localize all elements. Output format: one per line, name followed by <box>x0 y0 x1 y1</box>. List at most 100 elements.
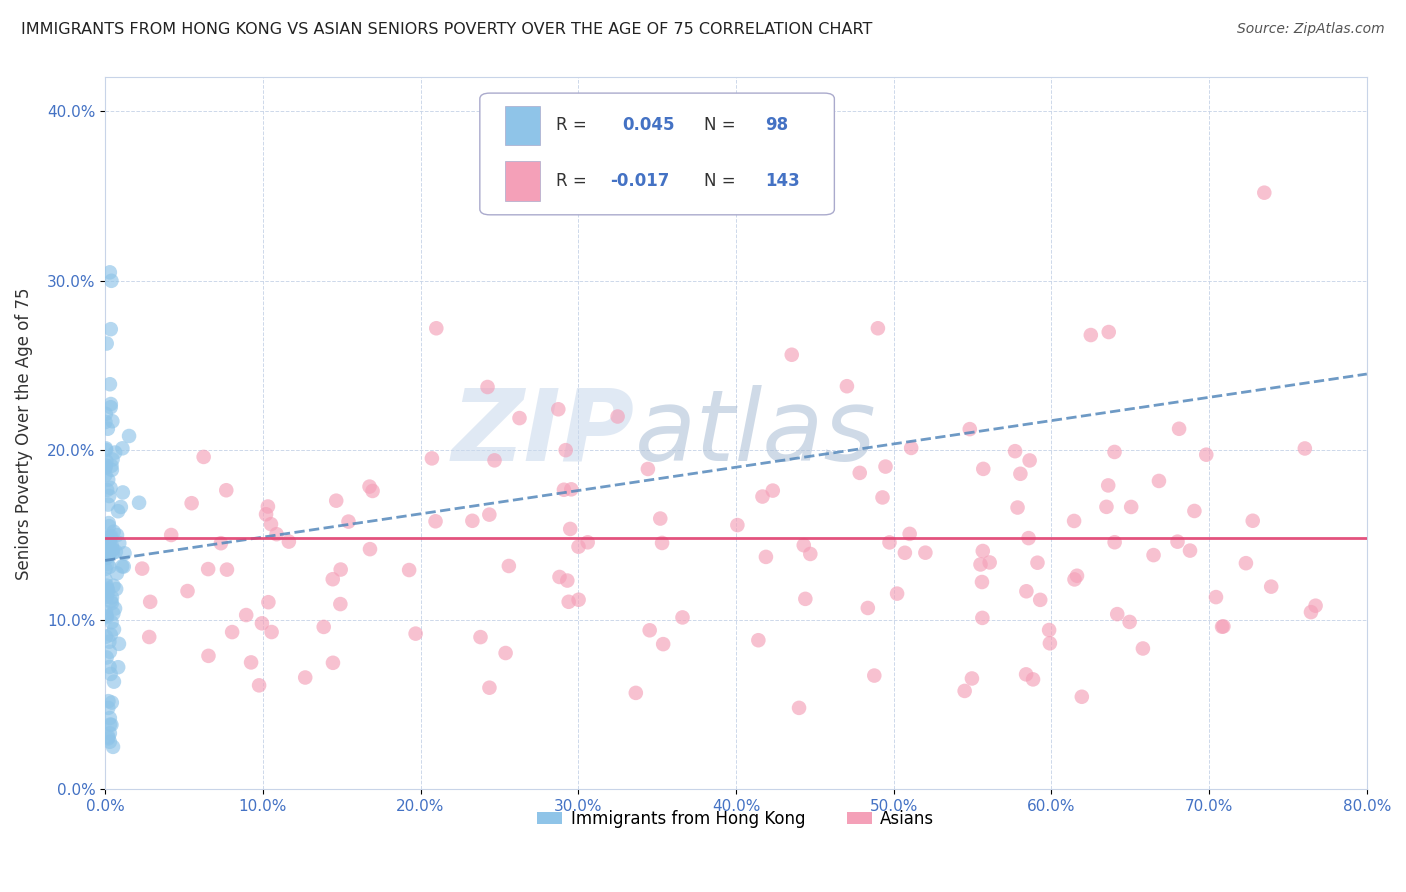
Point <box>1195 448 1218 462</box>
Point <box>101 452 124 467</box>
Y-axis label: Seniors Poverty Over the Age of 75: Seniors Poverty Over the Age of 75 <box>15 287 32 580</box>
Point <box>1299 605 1322 619</box>
Point <box>560 522 582 536</box>
Point <box>98 559 121 574</box>
Point <box>848 466 870 480</box>
Point <box>329 597 352 611</box>
Point <box>94 562 117 576</box>
Point <box>235 608 257 623</box>
Point <box>557 595 579 609</box>
Point <box>478 508 501 522</box>
Point <box>96 557 118 571</box>
Point <box>98 519 121 533</box>
Point <box>1070 690 1092 704</box>
Text: Source: ZipAtlas.com: Source: ZipAtlas.com <box>1237 22 1385 37</box>
Point <box>94 550 117 565</box>
Point <box>240 656 263 670</box>
Point <box>793 538 815 552</box>
Point <box>755 549 778 564</box>
Point <box>100 531 122 545</box>
Point <box>96 610 118 624</box>
Point <box>1260 580 1282 594</box>
Point <box>1098 325 1121 339</box>
Point <box>359 480 381 494</box>
Point <box>209 536 232 550</box>
Point <box>1294 442 1316 456</box>
Point <box>478 681 501 695</box>
Point <box>886 586 908 600</box>
Point <box>495 646 517 660</box>
Text: 98: 98 <box>765 117 789 135</box>
Point <box>405 626 427 640</box>
Point <box>953 684 976 698</box>
Point <box>1212 619 1234 633</box>
Point <box>96 650 118 665</box>
Point <box>101 739 124 754</box>
Point <box>94 442 117 457</box>
Point <box>970 574 993 589</box>
Point <box>312 620 335 634</box>
Point <box>872 491 894 505</box>
Point <box>197 648 219 663</box>
Point <box>98 634 121 648</box>
Point <box>553 483 575 497</box>
Text: -0.017: -0.017 <box>610 172 669 190</box>
Point <box>1107 607 1129 621</box>
Point <box>110 500 132 514</box>
Point <box>104 445 127 459</box>
Text: N =: N = <box>704 117 737 135</box>
Point <box>856 601 879 615</box>
Point <box>461 514 484 528</box>
Text: 0.045: 0.045 <box>623 117 675 135</box>
Point <box>361 483 384 498</box>
Point <box>787 701 810 715</box>
Point <box>107 660 129 674</box>
Point <box>1118 615 1140 629</box>
Point <box>118 429 141 443</box>
Point <box>100 718 122 732</box>
Point <box>498 559 520 574</box>
Point <box>548 570 571 584</box>
Point <box>94 458 117 473</box>
Point <box>1004 444 1026 458</box>
Point <box>420 451 443 466</box>
Point <box>257 500 280 514</box>
Point <box>329 563 352 577</box>
Point <box>111 559 134 574</box>
Point <box>96 579 118 593</box>
Point <box>105 528 128 542</box>
Point <box>260 625 283 640</box>
Point <box>1241 514 1264 528</box>
Point <box>266 527 288 541</box>
Point <box>94 583 117 598</box>
Point <box>114 546 136 560</box>
Point <box>650 511 672 525</box>
Point <box>1018 453 1040 467</box>
Point <box>1095 500 1118 514</box>
Point <box>100 545 122 559</box>
Point <box>193 450 215 464</box>
Point <box>1018 531 1040 545</box>
Point <box>1104 535 1126 549</box>
Point <box>94 461 117 475</box>
Point <box>97 498 120 512</box>
Point <box>1022 673 1045 687</box>
Point <box>1039 636 1062 650</box>
Point <box>1166 534 1188 549</box>
Point <box>139 595 162 609</box>
Text: IMMIGRANTS FROM HONG KONG VS ASIAN SENIORS POVERTY OVER THE AGE OF 75 CORRELATIO: IMMIGRANTS FROM HONG KONG VS ASIAN SENIO… <box>21 22 873 37</box>
Point <box>215 563 238 577</box>
Point <box>98 660 121 674</box>
Point <box>254 508 277 522</box>
Point <box>94 442 117 456</box>
Point <box>1205 590 1227 604</box>
Legend: Immigrants from Hong Kong, Asians: Immigrants from Hong Kong, Asians <box>531 803 941 834</box>
Point <box>101 696 124 710</box>
Point <box>100 458 122 473</box>
Point <box>1038 623 1060 637</box>
Point <box>97 533 120 548</box>
Point <box>97 548 120 562</box>
Point <box>671 610 693 624</box>
Point <box>1121 500 1143 514</box>
Point <box>94 407 117 421</box>
